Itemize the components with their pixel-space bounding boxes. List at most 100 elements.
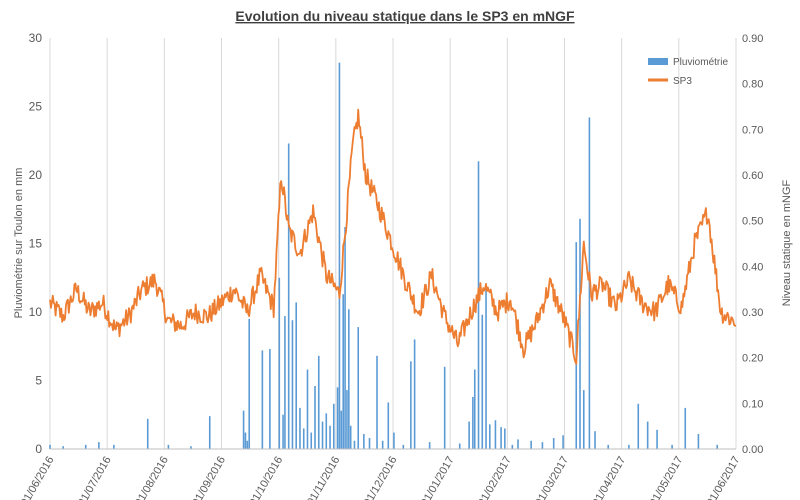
x-axis-ticks: 01/06/2016 01/07/2016 01/08/2016 01/09/2016… (19, 455, 743, 500)
rain-bar (504, 428, 506, 449)
rain-bar (530, 440, 532, 449)
rain-bar (336, 387, 339, 449)
rain-bar (291, 320, 294, 449)
rain-bar (458, 443, 461, 449)
rain-bar (349, 425, 352, 449)
x-tick-label: 01/04/2017 (590, 455, 628, 500)
rain-bar (363, 433, 365, 449)
legend-swatch-rain (648, 58, 668, 65)
rain-bar (684, 407, 687, 449)
rain-bar (473, 369, 476, 449)
rain-bar (413, 339, 416, 449)
rain-bar (541, 442, 544, 449)
rain-bar (485, 283, 487, 449)
rain-bar (607, 444, 609, 449)
rain-bar (340, 410, 343, 449)
level-series-line (49, 108, 737, 365)
rain-bar (575, 242, 578, 449)
grid (49, 38, 737, 449)
rain-bar (428, 442, 431, 449)
y-left-axis-label: Pluviométrie sur Toulon en mm (13, 168, 25, 319)
rain-bar (299, 407, 301, 449)
x-tick-label: 01/06/2017 (705, 455, 743, 500)
rain-bar (562, 435, 564, 449)
y-right-tick-label: 0.90 (742, 33, 763, 45)
rain-bar (357, 327, 360, 449)
x-tick-label: 01/09/2016 (190, 455, 228, 500)
rain-bar (368, 438, 371, 449)
rain-bar (62, 446, 64, 449)
y-right-tick-label: 0.80 (742, 79, 763, 91)
rain-bar (295, 302, 298, 449)
rain-bar (594, 431, 596, 449)
x-tick-label: 01/08/2016 (133, 455, 171, 500)
x-tick-label: 01/07/2016 (76, 455, 114, 500)
rain-bar (628, 444, 630, 449)
rain-bar (113, 444, 115, 449)
rain-bar (381, 440, 384, 449)
y-right-axis-label: Niveau statique en mNGF (781, 179, 793, 306)
rain-bar (287, 143, 290, 450)
rain-bar (321, 421, 324, 449)
x-tick-label: 01/05/2017 (648, 455, 686, 500)
rain-bar (517, 439, 519, 449)
x-tick-label: 01/12/2016 (362, 455, 400, 500)
x-tick-label: 01/10/2016 (247, 455, 285, 500)
rain-bar (716, 444, 719, 449)
rain-bar (552, 438, 555, 449)
rain-bar (697, 433, 700, 449)
rain-bar (346, 390, 348, 449)
rain-bar (588, 117, 591, 450)
rain-bar (656, 429, 658, 449)
rain-bar (637, 403, 640, 449)
y-left-tick-label: 5 (35, 374, 42, 388)
rain-bar (146, 418, 149, 449)
x-tick-label: 01/01/2017 (419, 455, 457, 500)
rain-bar (481, 314, 484, 449)
x-tick-label: 01/03/2017 (533, 455, 571, 500)
rain-bar (261, 350, 264, 449)
rain-bar (494, 420, 497, 449)
rain-bar (376, 355, 378, 449)
rain-bar (353, 440, 356, 449)
rain-bar (338, 62, 341, 449)
rain-bar (49, 444, 51, 449)
y-right-tick-label: 0.10 (742, 398, 763, 410)
y-right-tick-label: 0.70 (742, 124, 763, 136)
rain-bar (472, 396, 474, 449)
y-right-tick-label: 0.40 (742, 261, 763, 273)
rain-bar (410, 361, 412, 449)
y-left-tick-label: 10 (29, 305, 43, 319)
left-axis-ticks: 0 5 10 15 20 25 30 (29, 31, 43, 456)
x-tick-label: 01/02/2017 (476, 455, 514, 500)
rain-bar (488, 424, 491, 449)
rain-bar (393, 432, 395, 449)
rain-bar (208, 416, 211, 449)
rain-bar (477, 161, 480, 450)
rain-bar (310, 432, 313, 449)
rain-bar (402, 444, 405, 449)
legend-label-level: SP3 (673, 76, 692, 87)
rain-bar (329, 425, 331, 449)
rain-bar (190, 446, 192, 449)
rain-bar (348, 309, 350, 449)
rain-bar (342, 294, 344, 449)
rain-bar (332, 403, 335, 449)
y-right-tick-label: 0.00 (742, 444, 763, 456)
rain-bar (98, 442, 100, 449)
rain-bar (443, 366, 446, 449)
rain-bar (242, 410, 245, 449)
legend-label-rain: Pluviométrie (673, 57, 728, 68)
y-right-tick-label: 0.30 (742, 307, 763, 319)
rain-bar (325, 413, 328, 449)
rain-bar (317, 355, 320, 449)
y-right-tick-label: 0.60 (742, 170, 763, 182)
rain-bar (282, 414, 284, 449)
rain-bar (500, 427, 502, 449)
rain-bar (269, 348, 271, 449)
rain-bar (314, 385, 316, 449)
x-tick-label: 01/06/2016 (19, 455, 57, 500)
rain-bar (468, 421, 470, 449)
y-left-tick-label: 0 (35, 442, 42, 456)
